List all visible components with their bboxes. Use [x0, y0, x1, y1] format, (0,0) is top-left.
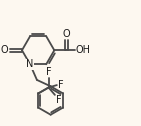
Text: O: O [62, 28, 70, 39]
Text: O: O [1, 45, 8, 55]
Text: N: N [26, 59, 34, 69]
Text: OH: OH [76, 45, 91, 55]
Text: F: F [58, 80, 63, 90]
Text: F: F [56, 95, 61, 105]
Text: F: F [46, 67, 51, 77]
